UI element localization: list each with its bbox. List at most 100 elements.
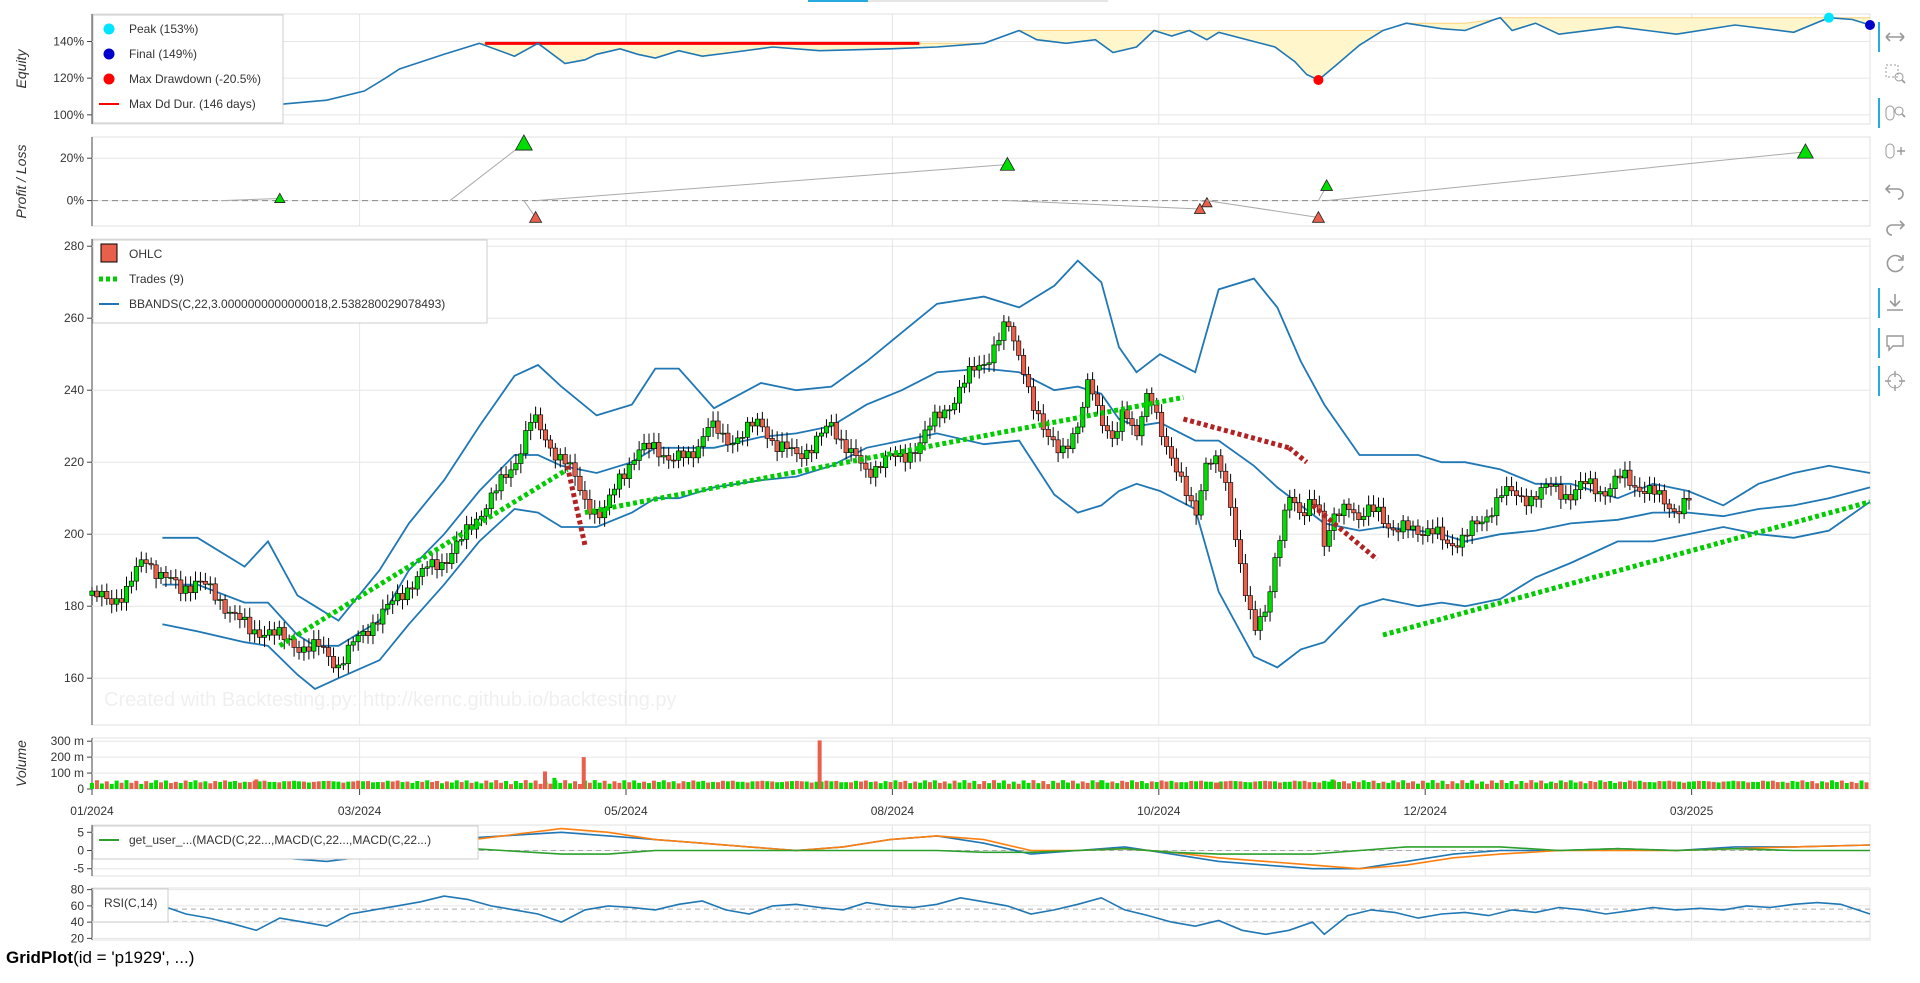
redo-icon xyxy=(1886,220,1906,236)
candle xyxy=(680,450,686,459)
redo-tool-button[interactable] xyxy=(1880,210,1910,240)
xtick-label: 10/2024 xyxy=(1137,804,1181,818)
candle xyxy=(498,474,504,492)
undo-tool-button[interactable] xyxy=(1880,174,1910,204)
legend-macd: get_user_...(MACD(C,22...,MACD(C,22...,M… xyxy=(129,833,431,847)
volume-bar xyxy=(573,781,578,789)
volume-bar xyxy=(1046,784,1051,789)
volume-bar xyxy=(1213,782,1218,789)
volume-bar xyxy=(725,781,730,789)
save-icon xyxy=(1887,294,1903,311)
volume-spike xyxy=(1216,782,1221,789)
candle xyxy=(1090,379,1096,395)
pan-icon xyxy=(1885,32,1905,42)
volume-bar xyxy=(760,780,765,789)
volume-bar xyxy=(435,780,440,789)
xtick-label: 05/2024 xyxy=(604,804,648,818)
wheel-pan-tool-button[interactable] xyxy=(1880,136,1910,166)
volume-bar xyxy=(1297,781,1302,789)
candle xyxy=(621,473,627,479)
candle xyxy=(340,663,346,666)
candle xyxy=(616,473,622,490)
volume-bar xyxy=(706,782,711,789)
candle xyxy=(153,564,159,579)
candle xyxy=(991,344,997,364)
reset-tool-button[interactable] xyxy=(1880,248,1910,278)
volume-bar xyxy=(228,781,233,789)
volume-bar xyxy=(1519,780,1524,789)
volume-bar xyxy=(1746,782,1751,789)
candle xyxy=(1647,485,1653,494)
candle xyxy=(730,443,736,446)
volume-bar xyxy=(1238,781,1243,789)
candle xyxy=(478,515,484,520)
volume-bar xyxy=(257,781,262,789)
xtick-label: 12/2024 xyxy=(1404,804,1448,818)
candle xyxy=(1548,483,1554,487)
candle xyxy=(178,579,184,594)
volume-bar xyxy=(1154,782,1159,789)
candle xyxy=(587,498,593,515)
candle xyxy=(1223,470,1229,483)
volume-bar xyxy=(1834,782,1839,789)
trade-marker xyxy=(528,210,543,223)
volume-bar xyxy=(301,781,306,789)
rsi-ytick-label: 40 xyxy=(71,915,85,929)
volume-bar xyxy=(474,781,479,789)
volume-bar xyxy=(1598,780,1603,789)
candle xyxy=(1656,490,1662,495)
save-tool-button[interactable] xyxy=(1878,288,1910,318)
volume-bar xyxy=(1549,781,1554,789)
volume-bar xyxy=(809,782,814,789)
candle xyxy=(1474,520,1480,525)
volume-bar xyxy=(1406,782,1411,789)
candle xyxy=(1578,481,1584,490)
crosshair-tool-button[interactable] xyxy=(1878,366,1910,396)
volume-bar xyxy=(1361,780,1366,789)
candle xyxy=(439,562,445,570)
volume-panel: 0 100 m 200 m 300 m Volume 01/2024 03/2024 05/2… xyxy=(13,734,1871,818)
candle xyxy=(1523,495,1529,507)
volume-bar xyxy=(1711,781,1716,789)
candle xyxy=(1228,482,1234,508)
volume-bar xyxy=(701,780,706,789)
volume-bar xyxy=(656,781,661,789)
volume-bar xyxy=(489,782,494,789)
volume-bar xyxy=(439,783,444,789)
volume-bar xyxy=(183,780,188,789)
candle xyxy=(819,432,825,437)
gridplot-name: GridPlot xyxy=(6,948,74,967)
candle xyxy=(1380,506,1386,524)
legend-max-drawdown-glyph xyxy=(103,73,115,85)
candle xyxy=(661,455,667,458)
volume-bar xyxy=(1790,780,1795,789)
rsi-ytick-label: 80 xyxy=(71,883,85,897)
volume-bar xyxy=(504,780,509,789)
candle xyxy=(271,629,277,636)
volume-ytick-label: 300 m xyxy=(51,734,84,748)
candle xyxy=(789,447,795,449)
ohlc-panel: 160 180 200 220 240 260 280 Created with Backte… xyxy=(64,238,1871,726)
candle xyxy=(1277,540,1283,558)
box-zoom-tool-button[interactable] xyxy=(1880,58,1910,88)
volume-bar xyxy=(267,781,272,789)
candle xyxy=(868,468,874,478)
volume-bar xyxy=(691,780,696,789)
candle xyxy=(1154,404,1160,413)
legend-box xyxy=(92,825,479,860)
wheel-zoom-tool-button[interactable] xyxy=(1878,98,1910,128)
pan-tool-button[interactable] xyxy=(1878,22,1910,52)
candle xyxy=(306,646,312,652)
hover-tool-button[interactable] xyxy=(1878,328,1910,358)
volume-bar xyxy=(730,780,735,789)
volume-bar xyxy=(775,782,780,789)
volume-bar xyxy=(1509,780,1514,789)
candle xyxy=(217,599,223,601)
candle xyxy=(1356,512,1362,520)
volume-bar xyxy=(711,781,716,789)
volume-bar xyxy=(996,782,1001,789)
volume-bar xyxy=(977,784,982,789)
volume-bar xyxy=(1731,780,1736,789)
candle xyxy=(1415,525,1421,535)
candle xyxy=(986,362,992,365)
